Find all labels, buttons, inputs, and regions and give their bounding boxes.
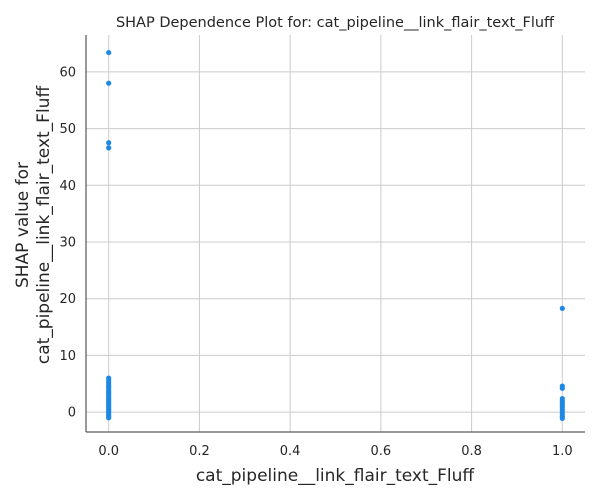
y-tick-label: 40 bbox=[59, 179, 76, 194]
y-tick-label: 50 bbox=[59, 122, 76, 137]
tick-labels: 0.0 0.2 0.4 0.6 0.8 1.0 0 10 20 30 40 50 60 bbox=[59, 65, 572, 459]
x-tick-label: 0.8 bbox=[461, 444, 482, 459]
x-tick-label: 0.6 bbox=[371, 444, 392, 459]
grid bbox=[86, 35, 585, 432]
scatter-points bbox=[106, 49, 565, 421]
axes bbox=[85, 35, 585, 433]
x-tick-label: 0.4 bbox=[280, 444, 301, 459]
chart-title: SHAP Dependence Plot for: cat_pipeline__… bbox=[116, 15, 555, 31]
scatter-point bbox=[559, 415, 565, 421]
y-tick-label: 60 bbox=[59, 65, 76, 80]
x-tick-label: 1.0 bbox=[552, 444, 573, 459]
scatter-point bbox=[559, 305, 565, 311]
x-tick-label: 0.2 bbox=[189, 444, 210, 459]
y-tick-label: 30 bbox=[59, 236, 76, 251]
scatter-point bbox=[559, 385, 565, 391]
scatter-point bbox=[106, 415, 112, 421]
x-axis-label: cat_pipeline__link_flair_text_Fluff bbox=[196, 466, 476, 486]
scatter-point bbox=[106, 80, 112, 86]
x-tick-label: 0.0 bbox=[98, 444, 119, 459]
scatter-point bbox=[106, 145, 112, 151]
y-tick-label: 20 bbox=[59, 292, 76, 307]
y-tick-label: 0 bbox=[68, 406, 76, 421]
scatter-point bbox=[106, 140, 112, 146]
y-axis-label-line-2: cat_pipeline__link_flair_text_Fluff bbox=[34, 85, 54, 365]
y-tick-label: 10 bbox=[59, 349, 76, 364]
y-axis-label-line-1: SHAP value for bbox=[13, 162, 33, 288]
scatter-point bbox=[106, 49, 112, 56]
